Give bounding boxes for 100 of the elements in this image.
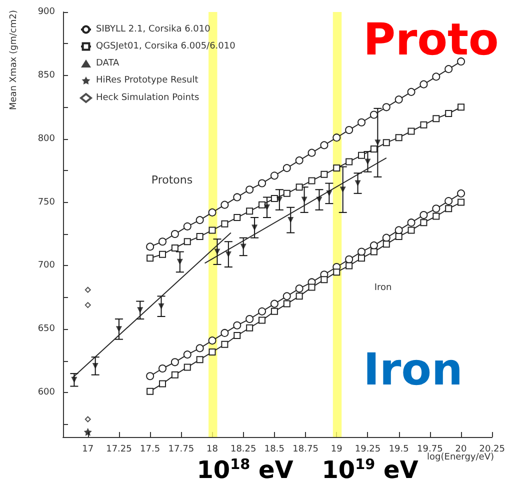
point — [444, 65, 453, 74]
y-axis-title: Mean Xmax (gm/cm2) — [9, 10, 19, 110]
point — [358, 152, 366, 159]
point — [301, 196, 308, 203]
point — [296, 184, 303, 191]
point — [395, 134, 402, 142]
point — [137, 307, 144, 314]
point — [445, 110, 452, 117]
point — [146, 372, 154, 380]
y-tick-label: 600 — [38, 388, 56, 398]
point — [252, 224, 258, 231]
y-tick-label: 800 — [38, 134, 56, 144]
x-tick-label: 17.25 — [106, 444, 132, 454]
point — [234, 214, 241, 222]
point — [171, 371, 178, 378]
point — [382, 139, 390, 146]
point — [221, 220, 228, 228]
point — [346, 158, 353, 166]
point — [71, 376, 78, 383]
point — [395, 233, 402, 240]
point — [457, 189, 466, 198]
point — [158, 364, 167, 372]
point — [382, 240, 390, 248]
point — [358, 118, 366, 126]
point — [270, 300, 278, 308]
x-tick-label: 18 — [206, 444, 218, 454]
point — [208, 226, 216, 234]
point — [282, 292, 291, 300]
point — [370, 110, 378, 119]
point — [432, 204, 440, 213]
point — [234, 332, 241, 340]
point — [308, 177, 316, 184]
y-tick-label: 900 — [38, 7, 56, 17]
point — [358, 254, 366, 262]
point — [233, 321, 242, 330]
annotation: Protons — [151, 174, 193, 186]
point — [382, 234, 390, 242]
point — [84, 302, 91, 308]
x-tick-label: 18.5 — [264, 444, 284, 454]
point — [176, 258, 183, 265]
point — [246, 324, 254, 332]
point — [233, 193, 242, 202]
point — [407, 218, 416, 227]
point — [420, 219, 428, 226]
point — [420, 80, 428, 88]
point — [146, 242, 154, 251]
point — [270, 194, 278, 202]
point — [370, 241, 378, 250]
point — [258, 316, 266, 324]
point — [333, 164, 340, 172]
point — [214, 248, 220, 255]
point — [320, 170, 328, 178]
x-tick-label: 19 — [330, 444, 343, 454]
point — [458, 104, 465, 111]
point — [146, 254, 154, 262]
x-tick-label: 18.25 — [230, 444, 256, 454]
point — [258, 179, 266, 188]
point — [184, 364, 191, 371]
x-tick-label: 17.75 — [168, 444, 194, 454]
point — [364, 158, 371, 165]
point — [457, 57, 466, 66]
annotation: Proto — [363, 14, 499, 66]
point — [246, 315, 254, 324]
point — [370, 146, 378, 153]
point — [184, 238, 191, 246]
point — [308, 284, 316, 291]
point — [358, 248, 366, 256]
point — [270, 308, 278, 315]
point — [276, 196, 282, 203]
point — [84, 428, 92, 436]
point — [258, 201, 266, 208]
legend-label: HiRes Prototype Result — [96, 76, 199, 86]
point — [444, 197, 453, 206]
point — [295, 284, 304, 293]
point — [420, 210, 428, 219]
point — [183, 350, 192, 359]
legend-label: Heck Simulation Points — [96, 93, 200, 103]
point — [208, 208, 216, 216]
legend-label: DATA — [96, 58, 120, 68]
point — [308, 148, 316, 157]
point — [146, 388, 154, 395]
point — [408, 128, 415, 135]
point — [407, 88, 416, 96]
point — [183, 222, 192, 230]
point — [170, 230, 179, 238]
point — [225, 251, 232, 258]
point — [84, 416, 91, 422]
point — [258, 307, 266, 316]
point — [84, 286, 91, 293]
point — [345, 255, 354, 264]
point — [170, 358, 179, 366]
x-tick-label: 17 — [82, 444, 94, 454]
point — [326, 190, 332, 196]
point — [208, 348, 216, 356]
point — [370, 248, 378, 256]
point — [196, 233, 204, 240]
point — [208, 336, 216, 345]
point — [432, 115, 440, 122]
point — [196, 344, 204, 352]
annotation: Iron — [363, 344, 463, 396]
